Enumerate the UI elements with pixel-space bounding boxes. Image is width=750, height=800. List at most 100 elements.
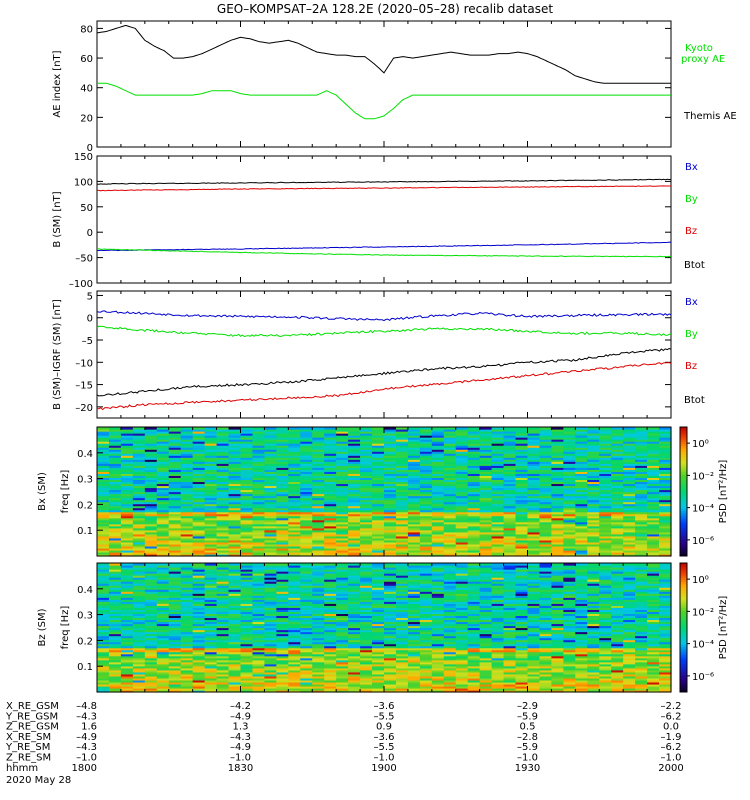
spectrogram-cell <box>168 535 182 539</box>
spectrogram-cell <box>324 535 337 539</box>
spectrogram-cell <box>144 537 158 541</box>
spectrogram-cell <box>168 547 182 551</box>
spectrogram-cell <box>491 463 505 466</box>
spectrogram-cell <box>599 501 612 505</box>
spectrogram-cell <box>635 509 648 513</box>
spectrogram-cell <box>276 673 289 677</box>
spectrogram-cell <box>144 529 158 533</box>
spectrogram-cell <box>180 517 194 521</box>
spectrogram-cell <box>515 463 529 466</box>
spectrogram-cell <box>168 461 182 464</box>
spectrogram-cell <box>336 539 349 543</box>
spectrogram-cell <box>276 461 289 464</box>
spectrogram-cell <box>467 499 481 503</box>
spectrogram-cell <box>360 673 373 677</box>
spectrogram-cell <box>216 567 230 570</box>
spectrogram-cell <box>168 495 182 499</box>
spectrogram-cell <box>240 443 254 446</box>
spectrogram-cell <box>204 463 218 466</box>
spectrogram-cell <box>635 511 648 515</box>
spectrogram-cell <box>372 519 385 523</box>
spectrogram-cell <box>479 479 493 483</box>
spectrogram-cell <box>192 441 206 444</box>
spectrogram-cell <box>348 583 361 586</box>
spectrogram-cell <box>659 479 672 483</box>
spectrogram-cell <box>336 507 349 511</box>
spectrogram-cell <box>120 593 134 596</box>
spectrogram-cell <box>635 553 648 557</box>
spectrogram-cell <box>348 503 361 507</box>
spectrogram-cell <box>324 649 337 653</box>
spectrogram-cell <box>623 443 636 446</box>
spectrogram-cell <box>204 499 218 503</box>
spectrogram-cell <box>97 539 110 543</box>
spectrogram-cell <box>156 433 170 436</box>
spectrogram-cell <box>120 681 134 685</box>
spectrogram-cell <box>336 455 349 458</box>
spectrogram-cell <box>372 487 385 491</box>
spectrogram-cell <box>252 499 266 503</box>
spectrogram-cell <box>395 475 409 478</box>
spectrogram-cell <box>97 569 110 572</box>
spectrogram-cell <box>455 533 469 537</box>
spectrogram-cell <box>97 623 110 627</box>
spectrogram-cell <box>539 473 553 476</box>
spectrogram-cell <box>264 433 277 436</box>
spectrogram-cell <box>348 509 361 513</box>
spectrogram-cell <box>288 471 301 474</box>
spectrogram-cell <box>455 477 469 481</box>
spectrogram-cell <box>156 465 170 468</box>
spectrogram-cell <box>180 545 194 549</box>
spectrogram-cell <box>192 449 206 452</box>
spectrogram-cell <box>192 475 206 478</box>
spectrogram-cell <box>443 441 457 444</box>
spectrogram-cell <box>276 685 289 689</box>
spectrogram-cell <box>120 613 134 617</box>
spectrogram-cell <box>539 439 553 442</box>
spectrogram-cell <box>467 543 481 547</box>
spectrogram-cell <box>288 685 301 689</box>
spectrogram-cell <box>324 445 337 448</box>
spectrogram-cell <box>168 657 182 661</box>
spectrogram-cell <box>264 505 277 509</box>
spectrogram-cell <box>216 445 230 448</box>
spectrogram-cell <box>407 449 421 452</box>
spectrogram-cell <box>443 521 457 525</box>
spectrogram-cell <box>168 627 182 631</box>
spectrogram-cell <box>240 653 254 657</box>
spectrogram-cell <box>120 581 134 584</box>
spectrogram-cell <box>419 503 433 507</box>
spectrogram-cell <box>228 523 242 527</box>
spectrogram-cell <box>395 521 409 525</box>
spectrogram-cell <box>623 543 636 547</box>
spectrogram-cell <box>264 653 277 657</box>
spectrogram-cell <box>455 513 469 517</box>
spectrogram-cell <box>384 513 397 517</box>
spectrogram-cell <box>491 467 505 470</box>
spectrogram-cell <box>204 467 218 470</box>
spectrogram-cell <box>635 469 648 472</box>
spectrogram-cell <box>180 619 194 623</box>
spectrogram-cell <box>312 539 325 543</box>
spectrogram-cell <box>288 507 301 511</box>
spectrogram-cell <box>551 501 564 505</box>
spectrogram-cell <box>611 519 624 523</box>
spectrogram-cell <box>503 461 517 464</box>
spectrogram-cell <box>97 619 110 623</box>
spectrogram-cell <box>240 615 254 619</box>
spectrogram-cell <box>300 687 313 691</box>
spectrogram-cell <box>515 511 529 515</box>
spectrogram-cell <box>192 519 206 523</box>
spectrogram-cell <box>228 485 242 489</box>
spectrogram-cell <box>192 647 206 651</box>
spectrogram-cell <box>407 479 421 483</box>
spectrogram-cell <box>252 429 266 432</box>
legend-btot: Btot <box>684 395 705 406</box>
spectrogram-cell <box>120 669 134 673</box>
spectrogram-cells <box>97 563 672 693</box>
spectrogram-cell <box>419 429 433 432</box>
spectrogram-cell <box>623 463 636 466</box>
spectrogram-cell <box>288 473 301 476</box>
spectrogram-cell <box>192 689 206 693</box>
spectrogram-cell <box>228 489 242 493</box>
